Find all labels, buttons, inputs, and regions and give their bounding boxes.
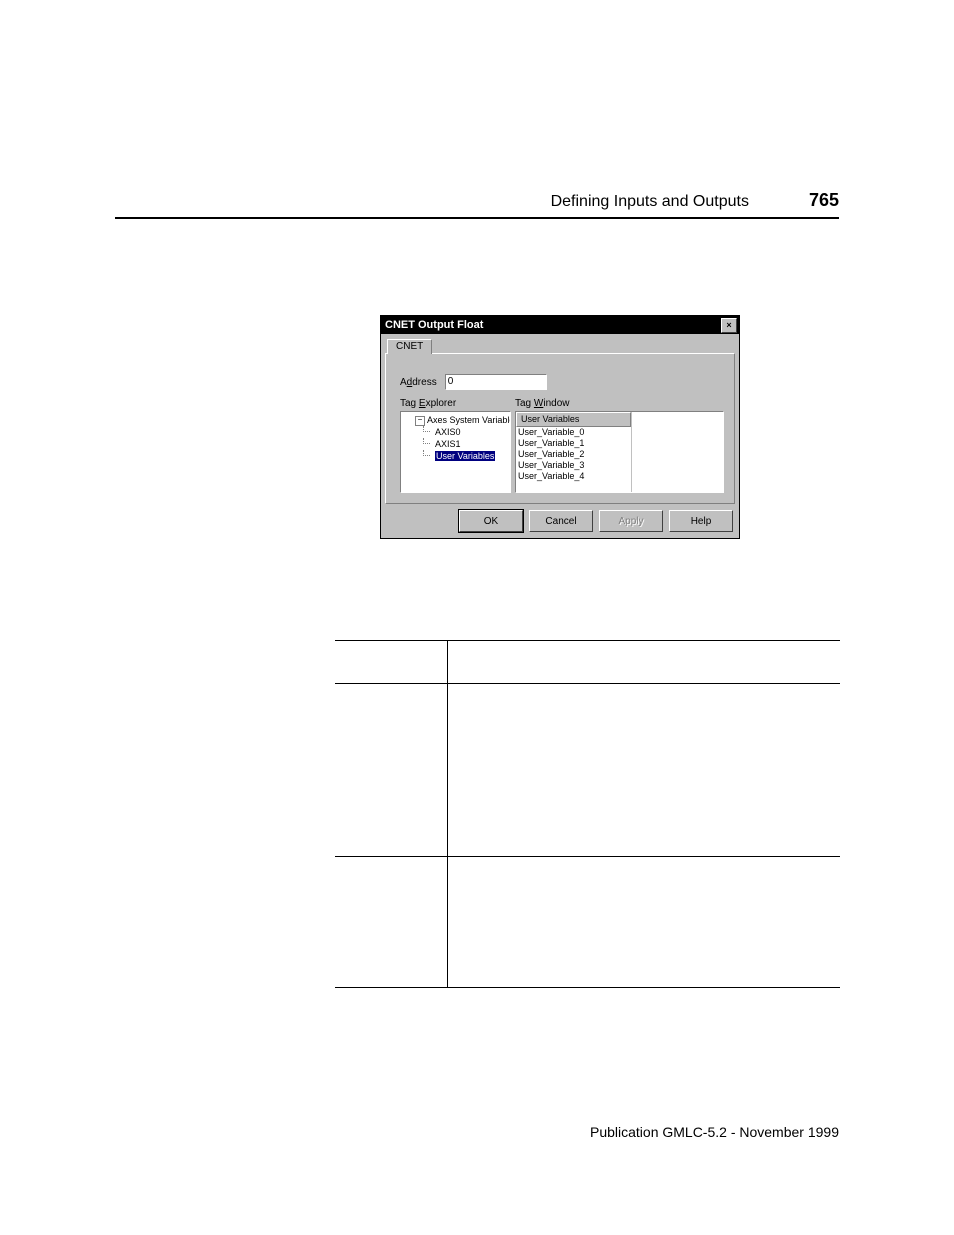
explorer-label-pre: Tag: [400, 398, 419, 409]
tag-window-item[interactable]: User_Variable_0: [518, 427, 629, 438]
tag-window-item[interactable]: User_Variable_1: [518, 438, 629, 449]
close-icon[interactable]: ×: [721, 318, 737, 333]
tag-window-list: User_Variable_0User_Variable_1User_Varia…: [516, 427, 631, 482]
dialog-title: CNET Output Float: [385, 319, 483, 331]
content-area: Defining Inputs and Outputs 765 CNET Out…: [115, 190, 839, 1145]
panes: −Axes System Variables AXIS0AXIS1User Va…: [400, 411, 724, 493]
tree: −Axes System Variables AXIS0AXIS1User Va…: [403, 414, 508, 462]
pane-subheads: Tag Explorer Tag Window: [400, 398, 724, 409]
address-label-post: dress: [412, 377, 436, 388]
tree-item[interactable]: AXIS1: [423, 438, 508, 450]
collapse-icon[interactable]: −: [415, 416, 425, 426]
cancel-button[interactable]: Cancel: [529, 510, 593, 532]
tag-window[interactable]: User Variables User_Variable_0User_Varia…: [515, 411, 724, 493]
tree-root[interactable]: −Axes System Variables AXIS0AXIS1User Va…: [403, 414, 508, 462]
apply-button: Apply: [599, 510, 663, 532]
tag-window-label: Tag Window: [515, 398, 570, 409]
address-label-pre: A: [400, 377, 407, 388]
tab-strip: CNET: [381, 334, 739, 353]
tag-window-item[interactable]: User_Variable_2: [518, 449, 629, 460]
tagwin-label-post: indow: [543, 398, 569, 409]
tree-item[interactable]: User Variables: [423, 450, 508, 462]
desc-1-desc: [448, 684, 840, 856]
dialog-buttons: OK Cancel Apply Help: [381, 510, 739, 538]
header-page-number: 765: [809, 190, 839, 211]
desc-2-field: [335, 857, 448, 987]
address-label: Address: [400, 377, 437, 388]
desc-2-desc: [448, 857, 840, 987]
tree-item[interactable]: AXIS0: [423, 426, 508, 438]
tab-pane: Address 0 Tag Explorer Tag Window −Axes …: [385, 353, 735, 504]
ok-button[interactable]: OK: [459, 510, 523, 532]
tree-root-label: Axes System Variables: [427, 415, 511, 425]
footer: Publication GMLC-5.2 - November 1999: [590, 1124, 839, 1140]
explorer-label-u: E: [419, 398, 426, 409]
description-table: [335, 640, 840, 988]
help-button[interactable]: Help: [669, 510, 733, 532]
tag-explorer-label: Tag Explorer: [400, 398, 515, 409]
header-title: Defining Inputs and Outputs: [551, 193, 749, 211]
dialog-titlebar[interactable]: CNET Output Float ×: [381, 316, 739, 334]
tag-explorer[interactable]: −Axes System Variables AXIS0AXIS1User Va…: [400, 411, 511, 493]
desc-h-desc: [448, 641, 840, 683]
desc-row-1: [335, 683, 840, 856]
tag-window-item[interactable]: User_Variable_4: [518, 471, 629, 482]
desc-row-header: [335, 641, 840, 683]
address-input[interactable]: 0: [445, 374, 547, 390]
desc-1-field: [335, 684, 448, 856]
tag-window-header[interactable]: User Variables: [516, 412, 631, 427]
address-row: Address 0: [400, 374, 724, 390]
tagwin-label-u: W: [534, 398, 543, 409]
page: Defining Inputs and Outputs 765 CNET Out…: [0, 0, 954, 1235]
desc-h-field: [335, 641, 448, 683]
tree-item-label: User Variables: [435, 451, 495, 461]
tab-cnet[interactable]: CNET: [387, 339, 432, 354]
cnet-output-float-dialog: CNET Output Float × CNET Address 0 Tag E…: [380, 315, 740, 539]
desc-row-2: [335, 856, 840, 987]
tag-window-item[interactable]: User_Variable_3: [518, 460, 629, 471]
tagwin-label-pre: Tag: [515, 398, 534, 409]
explorer-label-post: xplorer: [426, 398, 457, 409]
page-header: Defining Inputs and Outputs 765: [115, 190, 839, 219]
tag-window-col: User Variables User_Variable_0User_Varia…: [516, 412, 632, 492]
